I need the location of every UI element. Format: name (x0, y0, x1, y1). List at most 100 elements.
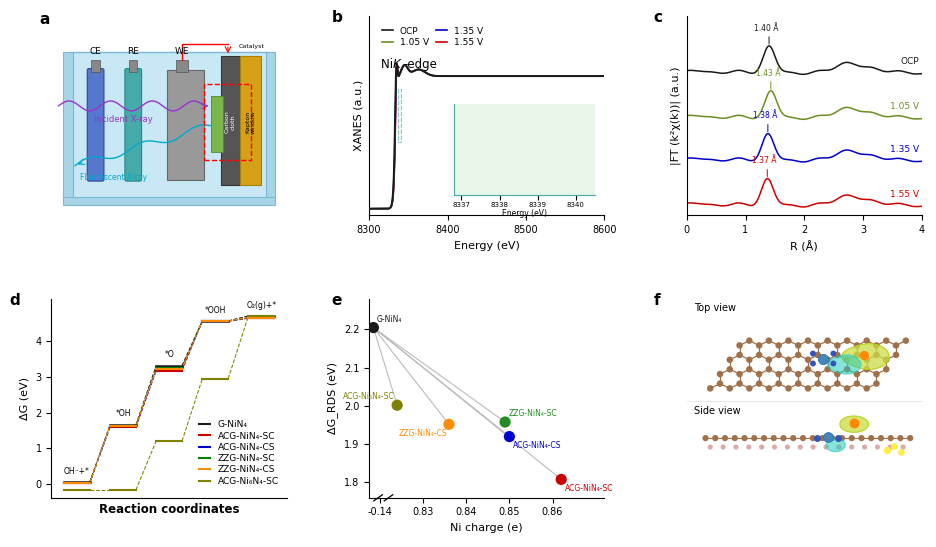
Polygon shape (70, 52, 268, 200)
1.55 V (363, 206, 374, 212)
1.35 V (378, 206, 389, 212)
Point (899, 336, 914, 345)
Text: ACG-NiN₄-CS: ACG-NiN₄-CS (513, 441, 562, 450)
1.55 V (542, 73, 553, 79)
X-axis label: Energy (eV): Energy (eV) (454, 241, 519, 251)
Line: 1.35 V: 1.35 V (369, 64, 605, 209)
Point (718, 434, 733, 443)
Point (825, 434, 840, 443)
Legend: G-NiN₄, ACG-NiN₄-SC, ACG-NiN₄-CS, ZZG-NiN₄-SC, ZZG-NiN₄-CS, ACG-Ni₆N₄-SC: G-NiN₄, ACG-NiN₄-SC, ACG-NiN₄-CS, ZZG-Ni… (196, 417, 283, 489)
Point (844, 443, 859, 451)
OCP (391, 61, 402, 67)
Point (846, 419, 861, 428)
Point (815, 354, 830, 363)
Point (886, 441, 901, 450)
X-axis label: Ni charge (e): Ni charge (e) (450, 523, 523, 533)
Point (781, 356, 796, 364)
Point (732, 370, 747, 379)
Point (888, 351, 903, 359)
OCP (378, 206, 389, 212)
Point (389, 401, 404, 410)
Point (800, 356, 815, 364)
Point (771, 341, 786, 350)
Text: Kapton
window: Kapton window (245, 110, 256, 134)
Point (771, 370, 786, 379)
Point (820, 356, 835, 364)
1.35 V (566, 73, 578, 79)
1.55 V (566, 73, 578, 79)
Text: 1.38 Å: 1.38 Å (753, 112, 777, 120)
Text: Ni: Ni (381, 58, 397, 71)
Point (896, 443, 911, 451)
1.05 V (506, 73, 518, 79)
Text: K: K (392, 58, 401, 71)
Point (781, 365, 796, 374)
Point (830, 379, 845, 388)
Point (869, 379, 884, 388)
OCP (514, 73, 525, 79)
Point (879, 446, 894, 455)
Bar (398, 89, 401, 142)
Text: 1.35 V: 1.35 V (890, 144, 919, 154)
Point (850, 351, 865, 359)
Y-axis label: ΔG_RDS (eV): ΔG_RDS (eV) (328, 362, 338, 434)
Text: CE: CE (90, 47, 101, 56)
Point (830, 370, 845, 379)
Text: b: b (331, 10, 343, 26)
Text: c: c (653, 10, 663, 26)
Point (767, 443, 782, 451)
Point (791, 341, 806, 350)
OCP (542, 73, 553, 79)
OCP (363, 206, 374, 212)
Text: Top view: Top view (694, 303, 736, 313)
Point (761, 365, 776, 374)
Bar (167, 70, 204, 179)
Point (873, 434, 888, 443)
Point (732, 379, 747, 388)
Text: 1.43 Å: 1.43 Å (755, 68, 780, 78)
Point (732, 351, 747, 359)
Point (806, 349, 821, 358)
Text: -edge: -edge (403, 58, 437, 71)
Point (732, 341, 747, 350)
Point (840, 384, 855, 393)
Point (752, 341, 767, 350)
1.35 V (506, 73, 518, 79)
Point (879, 356, 894, 364)
Text: f: f (653, 293, 661, 308)
Point (771, 351, 786, 359)
Point (820, 336, 835, 345)
Point (840, 356, 855, 364)
Point (723, 356, 738, 364)
Text: Incident X-ray: Incident X-ray (94, 115, 153, 124)
Point (835, 434, 850, 443)
Point (818, 443, 833, 451)
1.35 V (391, 61, 402, 67)
OCP (566, 73, 578, 79)
Point (785, 434, 800, 443)
Point (498, 418, 513, 427)
Point (888, 341, 903, 350)
Point (791, 351, 806, 359)
Point (741, 443, 756, 451)
Point (820, 365, 835, 374)
1.05 V (599, 73, 610, 79)
Point (742, 336, 757, 345)
Point (698, 434, 713, 443)
Point (850, 379, 865, 388)
1.35 V (501, 73, 512, 79)
Point (761, 336, 776, 345)
Point (366, 323, 381, 332)
Bar (221, 56, 240, 185)
Bar (129, 60, 138, 72)
1.05 V (514, 73, 525, 79)
1.55 V (599, 73, 610, 79)
Point (844, 434, 859, 443)
Point (884, 434, 899, 443)
Point (747, 434, 762, 443)
Point (830, 351, 845, 359)
1.05 V (391, 60, 402, 67)
Bar (176, 60, 188, 72)
Point (703, 443, 718, 451)
Point (800, 365, 815, 374)
